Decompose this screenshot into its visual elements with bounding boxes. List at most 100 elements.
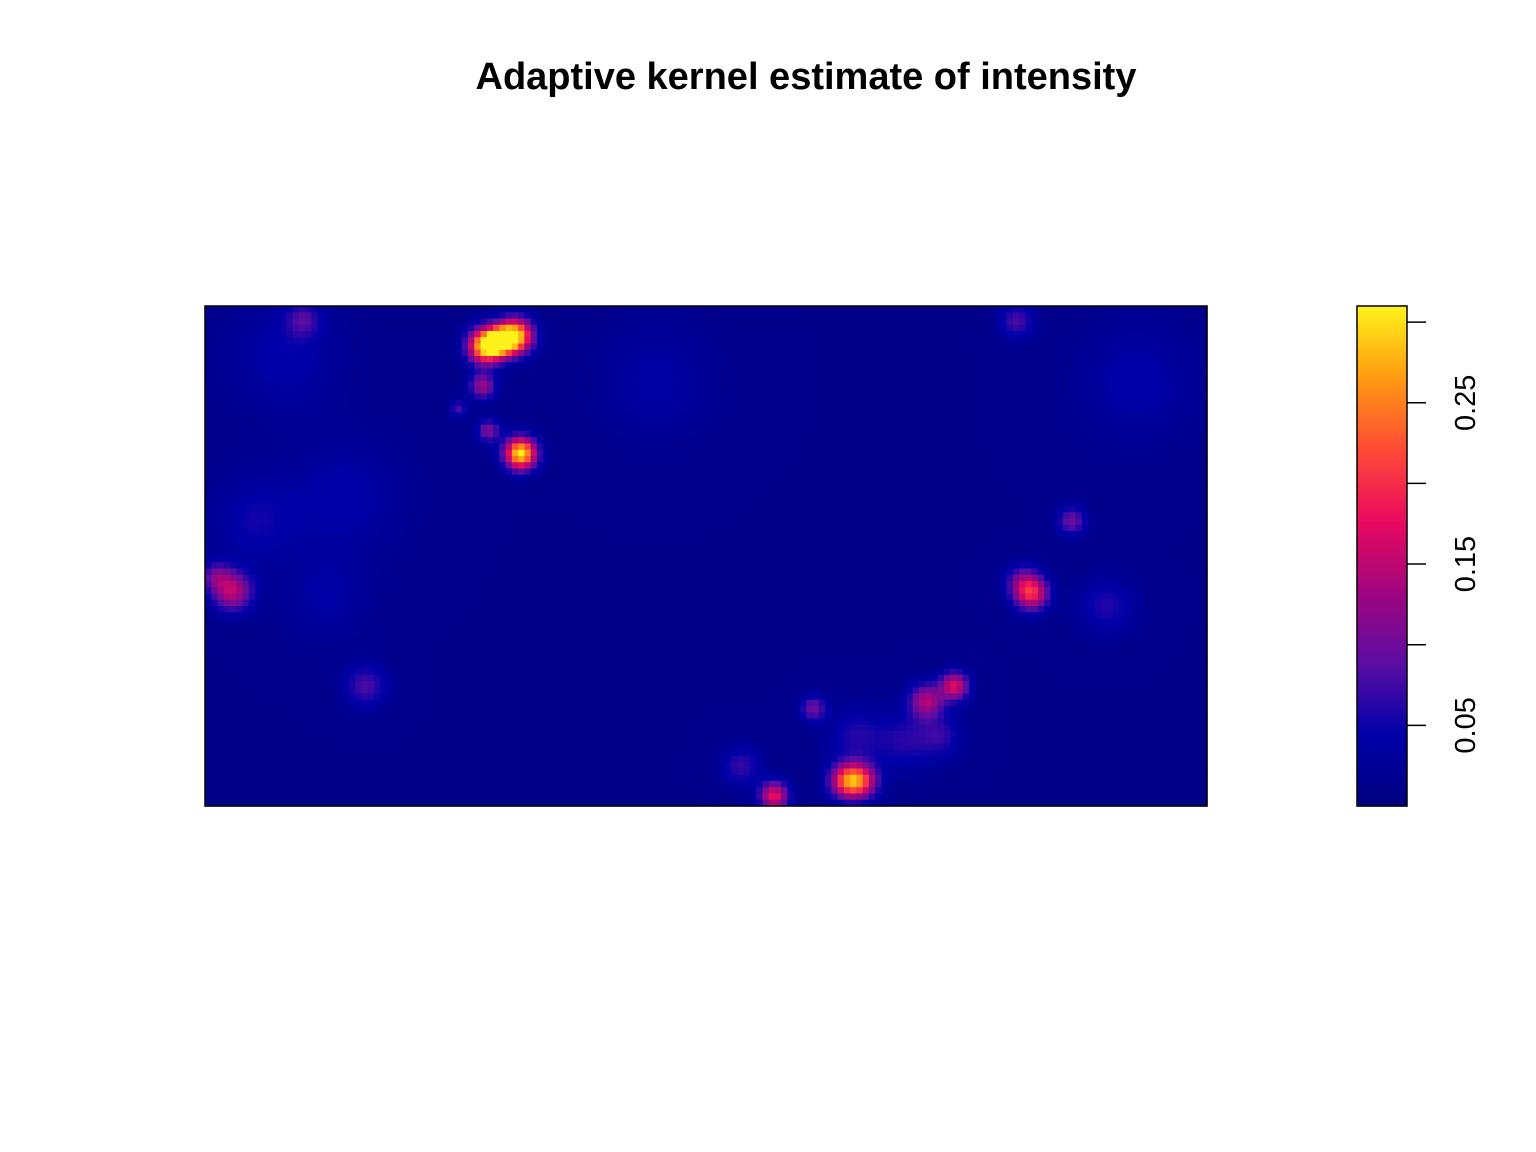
heatmap-cell <box>223 399 231 407</box>
heatmap-cell <box>580 306 588 313</box>
heatmap-cell <box>561 456 569 463</box>
heatmap-cell <box>273 343 281 351</box>
heatmap-cell <box>417 431 425 438</box>
heatmap-cell <box>950 381 958 388</box>
heatmap-cell <box>737 481 745 488</box>
heatmap-cell <box>962 481 970 488</box>
heatmap-cell <box>680 456 688 463</box>
heatmap-cell <box>1069 343 1077 351</box>
heatmap-cell <box>674 399 682 407</box>
heatmap-cell <box>812 368 820 376</box>
heatmap-cell <box>680 493 688 501</box>
heatmap-cell <box>1169 406 1177 413</box>
heatmap-cell <box>706 399 713 407</box>
heatmap-cell <box>981 387 989 395</box>
heatmap-cell <box>1069 306 1077 313</box>
heatmap-cell <box>355 318 363 326</box>
heatmap-cell <box>918 418 926 426</box>
heatmap-cell <box>605 468 613 476</box>
heatmap-cell <box>399 337 406 345</box>
heatmap-cell <box>687 456 695 463</box>
heatmap-cell <box>230 399 237 407</box>
heatmap-cell <box>912 324 920 332</box>
heatmap-cell <box>893 424 901 432</box>
heatmap-cell <box>273 499 281 507</box>
heatmap-cell <box>1037 343 1045 351</box>
heatmap-cell <box>436 306 444 313</box>
heatmap-cell <box>455 374 463 382</box>
heatmap-cell <box>612 343 619 351</box>
heatmap-cell <box>217 487 225 495</box>
heatmap-cell <box>561 468 569 476</box>
heatmap-cell <box>1156 337 1164 345</box>
heatmap-cell <box>843 462 851 470</box>
heatmap-cell <box>430 387 438 395</box>
heatmap-cell <box>643 356 651 363</box>
heatmap-cell <box>706 349 713 357</box>
heatmap-cell <box>505 431 513 438</box>
heatmap-cell <box>1062 456 1070 463</box>
heatmap-cell <box>211 312 219 320</box>
heatmap-cell <box>1150 418 1158 426</box>
heatmap-cell <box>236 481 244 488</box>
heatmap-cell <box>518 406 525 413</box>
heatmap-cell <box>217 468 225 476</box>
heatmap-cell <box>1075 324 1083 332</box>
heatmap-cell <box>330 337 338 345</box>
heatmap-cell <box>918 487 926 495</box>
heatmap-cell <box>355 412 363 420</box>
heatmap-cell <box>574 393 582 401</box>
heatmap-cell <box>1088 312 1095 320</box>
heatmap-cell <box>342 306 350 313</box>
heatmap-cell <box>900 437 907 445</box>
heatmap-cell <box>593 387 601 395</box>
heatmap-cell <box>336 499 344 507</box>
heatmap-cell <box>712 312 720 320</box>
heatmap-cell <box>486 462 494 470</box>
heatmap-cell <box>386 356 394 363</box>
heatmap-cell <box>499 337 507 345</box>
heatmap-cell <box>493 418 500 426</box>
heatmap-cell <box>392 306 400 313</box>
heatmap-cell <box>1069 374 1077 382</box>
heatmap-cell <box>380 431 388 438</box>
heatmap-cell <box>1000 343 1008 351</box>
heatmap-cell <box>637 412 644 420</box>
heatmap-cell <box>486 456 494 463</box>
heatmap-cell <box>712 349 720 357</box>
heatmap-cell <box>543 337 551 345</box>
heatmap-cell <box>630 393 638 401</box>
heatmap-cell <box>768 443 776 451</box>
heatmap-cell <box>336 443 344 451</box>
heatmap-cell <box>342 431 350 438</box>
heatmap-cell <box>280 356 288 363</box>
heatmap-cell <box>987 399 995 407</box>
heatmap-cell <box>236 418 244 426</box>
heatmap-cell <box>1131 331 1139 338</box>
heatmap-cell <box>950 418 958 426</box>
heatmap-cell <box>242 349 250 357</box>
heatmap-cell <box>555 393 563 401</box>
heatmap-cell <box>524 324 532 332</box>
heatmap-cell <box>386 349 394 357</box>
heatmap-cell <box>837 449 845 457</box>
heatmap-cell <box>580 443 588 451</box>
heatmap-cell <box>743 481 751 488</box>
heatmap-cell <box>843 393 851 401</box>
heatmap-cell <box>1094 349 1102 357</box>
heatmap-cell <box>1194 481 1202 488</box>
heatmap-cell <box>818 343 826 351</box>
heatmap-cell <box>1031 312 1039 320</box>
heatmap-cell <box>223 468 231 476</box>
heatmap-cell <box>236 362 244 370</box>
heatmap-cell <box>255 393 262 401</box>
heatmap-cell <box>799 443 807 451</box>
heatmap-cell <box>856 349 864 357</box>
heatmap-cell <box>962 343 970 351</box>
heatmap-cell <box>568 393 576 401</box>
heatmap-cell <box>818 406 826 413</box>
heatmap-cell <box>1131 487 1139 495</box>
heatmap-cell <box>787 324 795 332</box>
heatmap-cell <box>411 337 419 345</box>
heatmap-cell <box>818 412 826 420</box>
